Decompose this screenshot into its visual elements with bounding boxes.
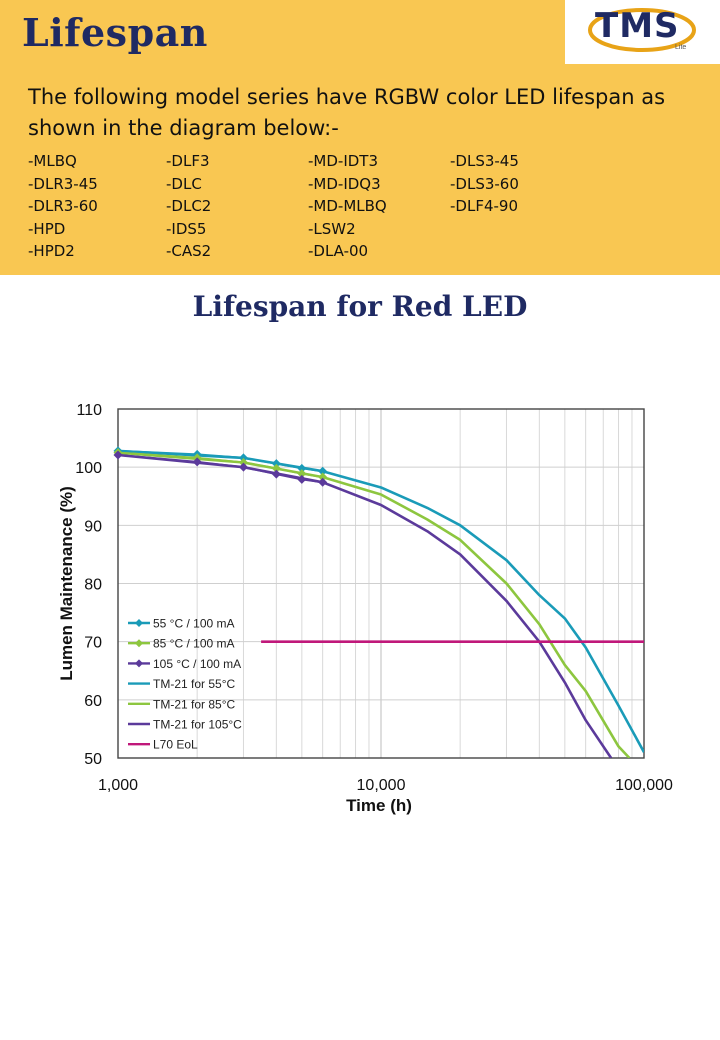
data-point xyxy=(238,458,248,468)
model-item: -LSW2 xyxy=(308,219,356,238)
data-point xyxy=(318,472,328,482)
data-point xyxy=(297,463,307,473)
x-tick-label: 1,000 xyxy=(98,777,138,794)
model-item: -DLS3-60 xyxy=(450,174,519,193)
model-column-2: -DLF3 -DLC -DLC2 -IDS5 -CAS2 xyxy=(166,150,211,263)
model-column-3: -MD-IDT3 -MD-IDQ3 -MD-MLBQ -LSW2 -DLA-00 xyxy=(308,150,387,263)
legend-label: 85 °C / 100 mA xyxy=(153,637,235,651)
legend-label: L70 EoL xyxy=(153,738,198,752)
data-point xyxy=(297,474,307,484)
legend-marker xyxy=(135,619,143,627)
model-item: -MD-MLBQ xyxy=(308,197,387,215)
x-tick-label: 10,000 xyxy=(357,777,406,794)
legend-marker xyxy=(135,659,143,668)
data-point xyxy=(238,462,248,472)
y-tick-label: 100 xyxy=(75,460,102,477)
lifespan-chart: 50 60 70 80 90 100 110 1,000 10,000 100,000 Time (… xyxy=(57,402,673,815)
series-line xyxy=(118,451,631,758)
x-axis-label: Time (h) xyxy=(346,796,412,815)
logo-sub: Lite xyxy=(675,44,687,51)
legend-label: TM-21 for 105°C xyxy=(153,718,242,732)
x-tick-label: 100,000 xyxy=(615,777,673,794)
y-tick-label: 90 xyxy=(84,518,102,535)
data-point xyxy=(271,459,281,469)
intro-text: The following model series have RGBW col… xyxy=(28,85,666,140)
y-tick-label: 80 xyxy=(84,577,102,594)
model-item: -MD-IDT3 xyxy=(308,152,378,170)
y-tick-label: 110 xyxy=(76,402,102,419)
model-item: -DLF4-90 xyxy=(450,197,518,215)
logo-swoosh-icon xyxy=(588,8,696,52)
legend-label: 105 °C / 100 mA xyxy=(153,657,241,671)
data-point xyxy=(297,469,307,479)
model-column-1: -MLBQ -DLR3-45 -DLR3-60 -HPD -HPD2 xyxy=(28,150,98,263)
legend-label: TM-21 for 55°C xyxy=(153,677,235,691)
model-item: -HPD2 xyxy=(28,242,75,260)
data-point xyxy=(271,463,281,473)
model-item: -DLS3-45 xyxy=(450,152,519,170)
legend-label: TM-21 for 85°C xyxy=(153,697,235,711)
y-tick-label: 70 xyxy=(84,635,102,652)
model-item: -DLC2 xyxy=(166,197,212,215)
plot-frame xyxy=(117,408,645,759)
company-logo: TMS Lite xyxy=(565,0,720,64)
data-point xyxy=(318,466,328,476)
y-tick-label: 50 xyxy=(84,751,102,768)
model-item: -MLBQ xyxy=(28,152,77,170)
model-item: -DLA-00 xyxy=(308,242,369,260)
model-item: -DLR3-45 xyxy=(28,174,98,193)
chart-heading: Lifespan for Red LED xyxy=(192,290,528,323)
data-point xyxy=(318,477,328,487)
model-item: -IDS5 xyxy=(166,219,207,238)
model-column-4: -DLS3-45 -DLS3-60 -DLF4-90 xyxy=(450,150,519,218)
model-item: -DLF3 xyxy=(166,152,210,170)
page-title: Lifespan xyxy=(22,10,208,55)
series-line xyxy=(118,453,613,758)
y-axis-label: Lumen Maintenance (%) xyxy=(57,486,76,681)
logo-text: TMS xyxy=(595,6,680,46)
data-point xyxy=(113,450,123,460)
legend-marker xyxy=(135,639,143,648)
model-item: -CAS2 xyxy=(166,242,212,260)
legend-label: 55 °C / 100 mA xyxy=(153,617,235,631)
data-point xyxy=(271,469,281,479)
model-item: -DLR3-60 xyxy=(28,197,98,215)
y-tick-label: 60 xyxy=(84,693,102,710)
model-item: -MD-IDQ3 xyxy=(308,174,381,193)
data-point xyxy=(192,457,202,467)
data-point xyxy=(238,453,248,463)
model-item: -DLC xyxy=(166,174,202,193)
model-item: -HPD xyxy=(28,219,66,238)
